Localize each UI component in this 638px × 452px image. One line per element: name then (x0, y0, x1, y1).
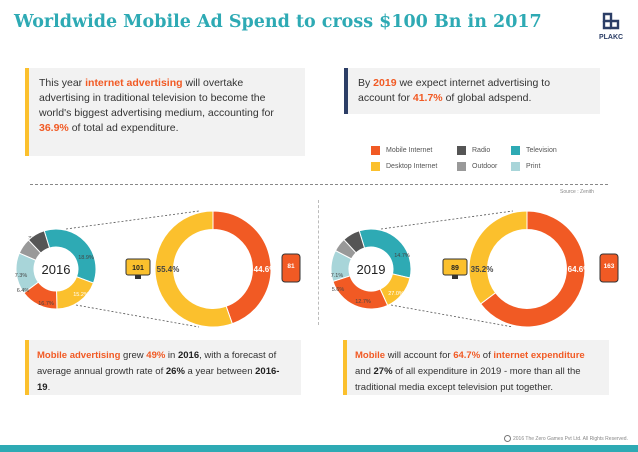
note-highlight: 2016 (177, 350, 200, 361)
note-2019: Mobile will account for 64.7% of interne… (343, 340, 609, 395)
slice-label: 14.7% (394, 253, 410, 259)
legend-label: Outdoor (472, 163, 498, 170)
desktop-stand-icon (135, 275, 141, 279)
legend-label: Print (526, 163, 541, 170)
mobile-share-label: 44.6% (254, 265, 277, 274)
quote-accent-bar (25, 68, 29, 156)
mobile-spend-value: 81 (287, 263, 295, 270)
note-accent-bar (25, 340, 29, 395)
slice-label: 7.3% (15, 273, 28, 279)
note-highlight: Mobile (355, 350, 386, 361)
quote-text: By (358, 77, 374, 89)
copyright-icon (504, 435, 511, 442)
quote-text: This year (39, 77, 86, 89)
note-highlight: 64.7% (453, 350, 481, 361)
mobile-share-label: 64.6% (568, 265, 591, 274)
note-highlight: 27% (373, 366, 393, 377)
column-divider (318, 200, 319, 325)
slice-label: 12.7% (355, 299, 371, 305)
footer-bar (0, 445, 638, 452)
source-note: Source : Zenith (560, 189, 594, 195)
page-title: Worldwide Mobile Ad Spend to cross $100 … (14, 12, 542, 32)
intro-quote: This year internet advertising will over… (25, 68, 305, 156)
mobile-spend-value: 163 (604, 263, 615, 270)
desktop-spend-value: 89 (451, 265, 459, 272)
mobile-phone-icon (281, 253, 301, 283)
logo-text: PLAKC (598, 34, 624, 41)
quote-text: will overtake advertising in traditional… (39, 77, 274, 119)
desktop-share-label: 55.4% (157, 265, 180, 274)
slice-label: 7.1% (331, 273, 344, 279)
donut-slice-radio (343, 230, 366, 254)
footer-copyright: 2016 The Zero Games Pvt Ltd. All Rights … (513, 436, 628, 442)
note-2016: Mobile advertising grew 49% in 2016, wit… (25, 340, 301, 395)
note-highlight: internet expenditure (493, 350, 585, 361)
quote-highlight: internet advertising (85, 77, 183, 89)
connector-line (75, 304, 200, 328)
donut-slice-radio (27, 230, 51, 254)
legend-item-outdoor: Outdoor (457, 162, 497, 171)
desktop-spend-value: 101 (132, 265, 144, 272)
legend-label: Mobile Internet (386, 147, 433, 154)
slice-label: 5.6% (332, 287, 345, 293)
forecast-quote: By 2019 we expect internet advertising t… (344, 68, 600, 114)
legend-item-print: Print (511, 162, 540, 171)
slice-label: 18.9% (78, 255, 94, 261)
quote-highlight: 41.7% (412, 92, 443, 104)
note-text: . (47, 382, 51, 393)
note-text: grew (120, 350, 147, 361)
quote-text: of global adspend. (442, 92, 532, 104)
legend-item-television: Television (511, 146, 557, 155)
quote-text: we expect internet advertising to accoun… (358, 77, 551, 104)
note-text: of (480, 350, 494, 361)
legend-item-mobile-internet: Mobile Internet (371, 146, 432, 155)
slice-label: 15.2% (73, 292, 89, 298)
year-label: 2019 (357, 262, 386, 277)
legend-swatch (371, 162, 380, 171)
note-highlight: 2016-19 (37, 366, 280, 393)
legend-swatch (457, 162, 466, 171)
quote-highlight: 2019 (373, 77, 397, 89)
note-text: of all expenditure in 2019 - more than a… (355, 366, 581, 393)
legend-swatch (511, 162, 520, 171)
note-highlight: 26% (165, 366, 185, 377)
note-text: and (355, 366, 374, 377)
desktop-share-label: 35.2% (471, 265, 494, 274)
quote-highlight: 36.9% (39, 122, 69, 134)
mobile-phone-icon (599, 253, 619, 283)
legend-item-radio: Radio (457, 146, 490, 155)
note-text: a year between (184, 366, 256, 377)
desktop-stand-icon (452, 275, 458, 279)
charts-canvas: 35.5%18.9%15.2%16.7%6.4%7.3%201644.6%55.… (15, 210, 619, 328)
year-label: 2016 (42, 262, 71, 277)
section-divider (30, 184, 608, 185)
note-text: , with a forecast of average annual grow… (37, 350, 277, 377)
donut-slice-desktop-internet (468, 210, 528, 305)
slice-label: 16.7% (38, 301, 54, 307)
note-text: in (165, 350, 178, 361)
connector-line (390, 304, 514, 328)
note-highlight: 49% (146, 350, 166, 361)
note-accent-bar (343, 340, 347, 395)
slice-label: 6.4% (17, 288, 30, 294)
logo-icon (602, 12, 620, 30)
donut-slice-mobile-internet (479, 210, 586, 328)
legend-swatch (371, 146, 380, 155)
quote-accent-bar (344, 68, 348, 114)
legend-label: Desktop Internet (386, 163, 438, 170)
legend-item-desktop-internet: Desktop Internet (371, 162, 437, 171)
slice-label: 27.0% (388, 291, 404, 297)
note-highlight: Mobile advertising (37, 350, 121, 361)
quote-text: of total ad expenditure. (68, 122, 179, 134)
legend-label: Television (526, 147, 557, 154)
legend-swatch (511, 146, 520, 155)
legend-label: Radio (472, 147, 491, 154)
donut-slice-desktop-internet (154, 210, 233, 328)
legend-swatch (457, 146, 466, 155)
note-text: will account for (385, 350, 454, 361)
